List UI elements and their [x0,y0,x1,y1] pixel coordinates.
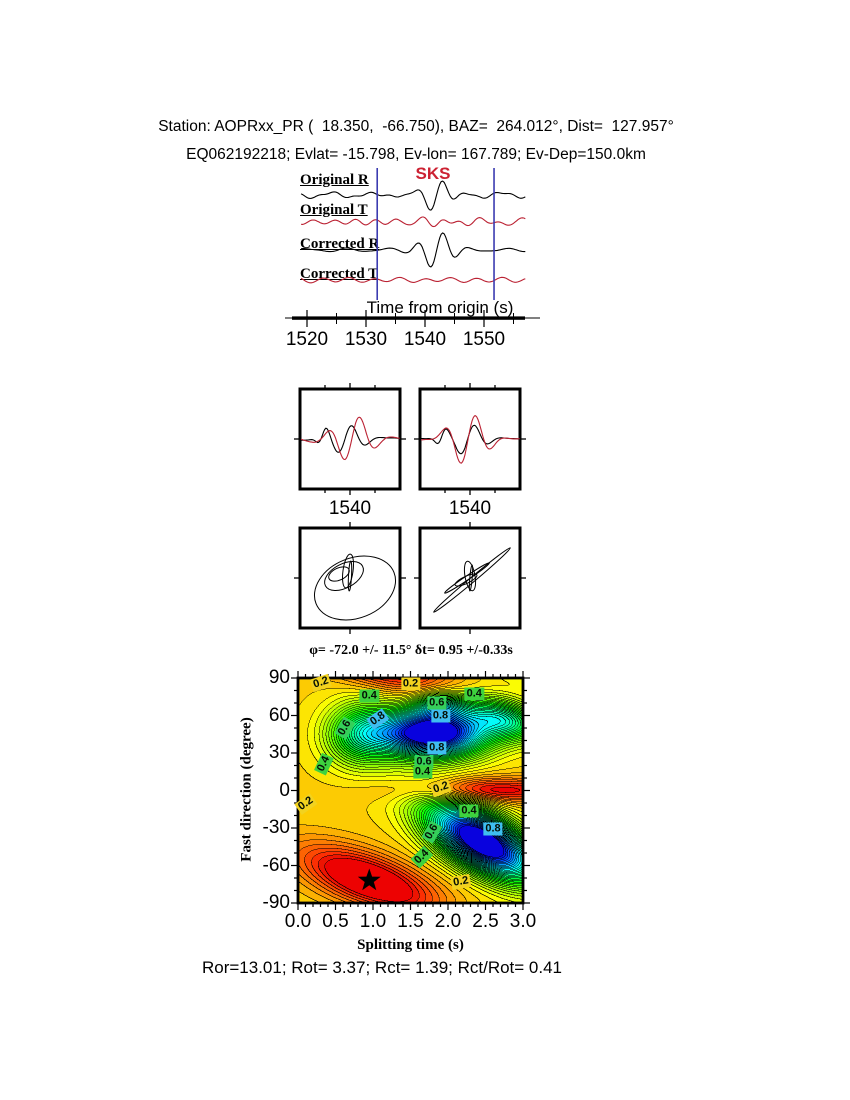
contour-label-badge: 0.4 [464,687,484,701]
contour-label-badge: 0.4 [459,804,479,817]
contour-label-badge: 0.2 [429,778,452,798]
waveform-pair-panel-corrected [414,383,526,495]
pair-trace [300,416,400,461]
x-tick-label: 1.5 [397,911,424,932]
pair-trace [420,415,520,464]
y-tick-label: 30 [268,742,290,763]
header-line2: EQ062192218; Evlat= -15.798, Ev-lon= 167… [186,146,646,163]
contour-label-badge: 0.8 [483,822,503,836]
contour-label-badge: 0.6 [334,716,355,740]
trace-original-r [300,180,526,211]
phase-label-sks: SKS [415,164,451,183]
particle-motion-loop [347,560,353,592]
y-tick-label: 90 [268,667,290,688]
particle-motion-corrected [414,522,526,634]
contour-label-badge: 0.2 [400,677,421,691]
waveform-pair-panel-original [294,383,406,495]
particle-motion-loop [342,553,354,589]
contour-label-badge: 0.2 [450,873,472,890]
best-fit-star [357,868,381,891]
energy-map-canvas [298,678,523,903]
particle-motion-original [294,522,406,634]
trace-original-t [301,216,526,228]
y-tick-label: -90 [262,892,290,913]
x-tick-label: 0.5 [322,911,349,932]
pair-trace [301,425,400,453]
waveform-plot [285,168,540,327]
y-tick-label: 60 [268,704,290,726]
particle-motion-loop [324,561,364,591]
splitting-result-title: φ= -72.0 +/- 11.5° δt= 0.95 +/-0.33s [309,643,513,658]
time-axis-tick-label: 1550 [462,329,506,350]
footer-stats: Ror=13.01; Rot= 3.37; Rct= 1.39; Rct/Rot… [201,958,563,977]
contour-label-badge: 0.4 [412,765,433,779]
contour-label-badge: 0.6 [421,820,442,844]
time-axis-bar [292,316,525,320]
contour-label-badge: 0.8 [427,741,447,755]
particle-motion-loop [468,564,474,592]
x-tick-label: 2.0 [434,911,462,932]
contour-label-badge: 0.4 [314,752,335,776]
time-axis-tick-label: 1540 [403,329,447,350]
trace-corrected-r [301,232,526,268]
contour-label-badge: 0.2 [293,793,318,816]
particle-motion-loop [454,573,478,587]
y-tick-label: 0 [279,779,290,801]
x-axis-label: Splitting time (s) [357,937,464,953]
pair-panel-tick-label-corrected: 1540 [448,498,492,519]
y-tick-label: -60 [262,854,290,876]
time-axis-tick-label: 1530 [344,329,388,350]
contour-label-badge: 0.4 [410,845,434,869]
trace-label-original-t: Original T [300,202,368,218]
trace-corrected-t [300,276,526,284]
x-tick-label: 2.5 [472,911,499,932]
contour-label-badge: 0.8 [430,709,451,722]
time-axis-label: Time from origin (s) [366,298,514,317]
particle-motion-loop [328,566,350,582]
x-tick-label: 1.0 [359,911,387,932]
contour-labels: 0.2 0.2 0.4 0.4 0.6 0.8 0.6 0.8 0.8 0.6 0.4 0.4 0.2 0… [293,673,523,903]
trace-label-corrected-t: Corrected T [300,266,379,282]
contour-label-badge: 0.6 [414,755,434,769]
panel-frame [298,526,402,630]
time-axis-tick-label: 1520 [285,329,329,350]
pair-panel-tick-label-original: 1540 [328,498,372,519]
header-line1: Station: AOPRxx_PR ( 18.350, -66.750), B… [158,118,674,135]
trace-label-original-r: Original R [300,172,369,188]
y-tick-label: -30 [262,817,290,838]
particle-motion-loop [313,555,397,621]
contour-label-badge: 0.4 [359,689,379,702]
contour-label-badge: 0.8 [366,708,390,731]
x-tick-label: 3.0 [509,911,537,932]
x-tick-label: 0.0 [284,911,312,932]
particle-motion-loop [444,562,490,594]
contour-label-badge: 0.6 [427,696,447,710]
panel-frame [418,387,522,491]
